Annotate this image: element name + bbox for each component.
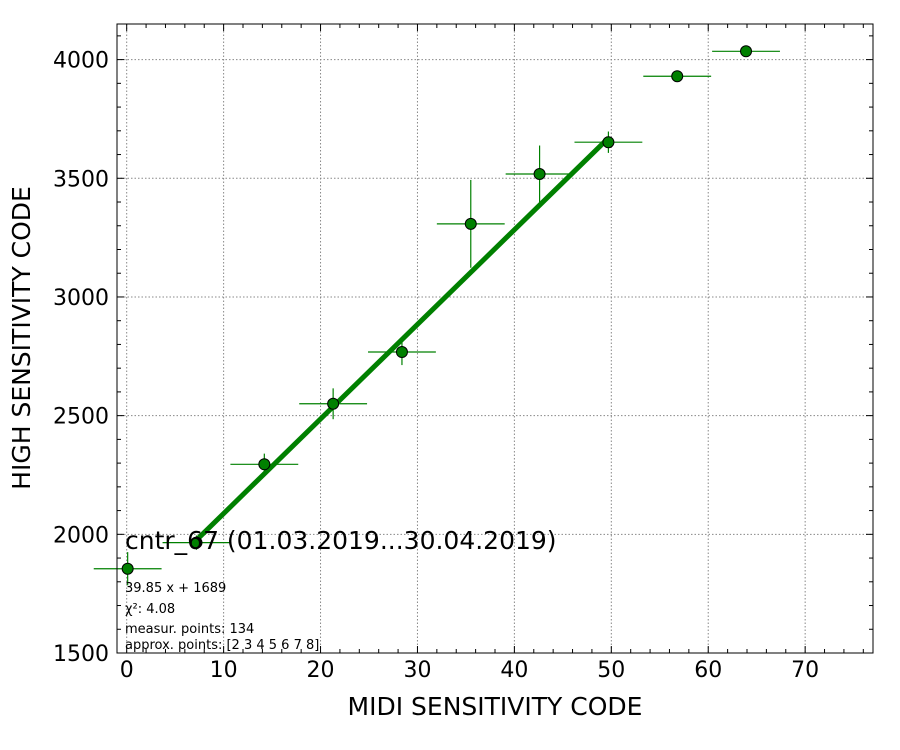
y-tick-label-2: 2500 [53, 405, 109, 430]
data-point-8 [671, 70, 684, 83]
x-tick-label-4: 40 [500, 658, 528, 683]
data-point-3 [327, 397, 340, 410]
chart-title: cntr_67 (01.03.2019...30.04.2019) [125, 526, 557, 555]
x-tick-labels: 0 10 20 30 40 50 60 70 [120, 658, 819, 683]
y-tick-label-3: 3000 [53, 286, 109, 311]
x-tick-label-5: 50 [597, 658, 625, 683]
data-points [121, 45, 753, 575]
y-tick-label-0: 1500 [53, 642, 109, 667]
data-point-6 [533, 168, 546, 181]
plot-frame [116, 23, 874, 654]
data-point-9 [740, 45, 753, 58]
data-point-1 [190, 536, 203, 549]
y-axis-label: HIGH SENSITIVITY CODE [7, 186, 36, 490]
x-tick-label-0: 0 [120, 658, 134, 683]
annotation-chi-squared: χ²: 4.08 [125, 602, 175, 617]
annotation-fit-equation: 39.85 x + 1689 [125, 581, 226, 596]
x-tick-label-1: 10 [210, 658, 238, 683]
x-tick-label-6: 60 [694, 658, 722, 683]
y-tick-labels: 1500 2000 2500 3000 3500 4000 [53, 49, 109, 667]
minor-ticks [117, 24, 873, 653]
data-point-0 [121, 562, 134, 575]
y-tick-label-1: 2000 [53, 523, 109, 548]
x-tick-label-7: 70 [791, 658, 819, 683]
annotation-approx-points: approx. points: [2 3 4 5 6 7 8] [125, 638, 319, 653]
data-point-4 [395, 346, 408, 359]
y-tick-label-4: 3500 [53, 167, 109, 192]
annotation-measur-points: measur. points: 134 [125, 622, 254, 637]
data-point-7 [602, 136, 615, 149]
y-tick-label-5: 4000 [53, 49, 109, 74]
x-axis-label: MIDI SENSITIVITY CODE [348, 692, 643, 721]
x-tick-label-2: 20 [307, 658, 335, 683]
data-point-2 [258, 458, 271, 471]
x-tick-label-3: 30 [403, 658, 431, 683]
data-point-5 [464, 217, 477, 230]
major-ticks [117, 24, 873, 654]
